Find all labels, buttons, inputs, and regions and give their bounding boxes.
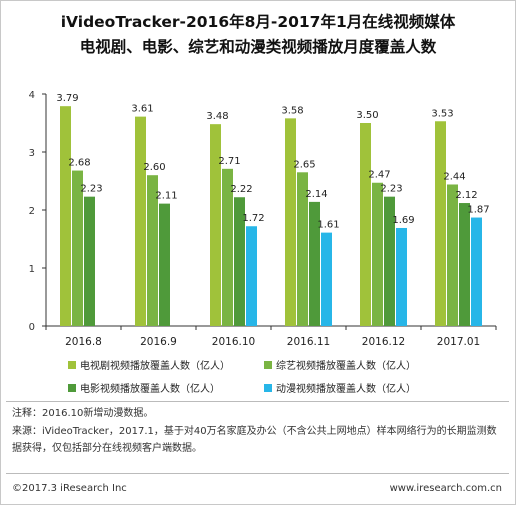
bar bbox=[360, 123, 371, 326]
bar bbox=[210, 124, 221, 326]
legend-swatch bbox=[264, 361, 272, 369]
chart-source: 来源：iVideoTracker，2017.1，基于对40万名家庭及办公（不含公… bbox=[12, 426, 497, 454]
website-text: www.iresearch.com.cn bbox=[389, 483, 502, 494]
data-label: 3.50 bbox=[356, 110, 378, 121]
bar bbox=[60, 106, 71, 327]
bar bbox=[459, 203, 470, 326]
legend-label: 综艺视频播放覆盖人数（亿人） bbox=[276, 359, 416, 372]
bar bbox=[435, 121, 446, 326]
chart-title: iVideoTracker-2016年8月-2017年1月在线视频媒体 bbox=[60, 13, 456, 31]
x-tick-label: 2016.8 bbox=[65, 336, 102, 348]
data-label: 2.22 bbox=[230, 184, 252, 195]
footer-divider bbox=[6, 473, 509, 474]
y-tick-label: 0 bbox=[29, 322, 35, 333]
x-tick-label: 2016.12 bbox=[362, 336, 405, 348]
data-label: 1.61 bbox=[317, 220, 339, 231]
data-label: 1.69 bbox=[392, 215, 414, 226]
bar bbox=[285, 118, 296, 326]
data-label: 2.14 bbox=[305, 189, 327, 200]
bar bbox=[147, 175, 158, 326]
legend-swatch bbox=[68, 384, 76, 392]
data-label: 2.65 bbox=[293, 159, 315, 170]
legend-label: 电影视频播放覆盖人数（亿人） bbox=[80, 382, 220, 395]
data-label: 3.53 bbox=[431, 108, 453, 119]
data-label: 2.71 bbox=[218, 156, 240, 167]
bar bbox=[309, 201, 320, 326]
bar bbox=[297, 172, 308, 326]
bar bbox=[471, 217, 482, 326]
data-label: 1.87 bbox=[467, 205, 489, 216]
data-label: 2.11 bbox=[155, 191, 177, 202]
y-tick-label: 2 bbox=[29, 206, 35, 217]
data-label: 2.23 bbox=[380, 184, 402, 195]
y-tick-label: 4 bbox=[29, 90, 35, 101]
data-label: 2.44 bbox=[443, 171, 465, 182]
y-tick-label: 1 bbox=[29, 264, 35, 275]
data-label: 2.47 bbox=[368, 170, 390, 181]
legend-label: 电视剧视频播放覆盖人数（亿人） bbox=[80, 359, 230, 372]
bar bbox=[447, 184, 458, 326]
bar bbox=[396, 227, 407, 326]
data-label: 2.23 bbox=[80, 184, 102, 195]
bar bbox=[384, 196, 395, 326]
legend-swatch bbox=[68, 361, 76, 369]
x-tick-label: 2016.11 bbox=[287, 336, 330, 348]
data-label: 3.48 bbox=[206, 111, 228, 122]
legend-swatch bbox=[264, 384, 272, 392]
bar bbox=[135, 116, 146, 327]
data-label: 2.60 bbox=[143, 162, 165, 173]
chart-subtitle: 电视剧、电影、综艺和动漫类视频播放月度覆盖人数 bbox=[79, 38, 437, 56]
data-label: 2.68 bbox=[68, 158, 90, 169]
chart-note: 注释：2016.10新增动漫数据。 bbox=[12, 408, 154, 419]
legend-label: 动漫视频播放覆盖人数（亿人） bbox=[276, 382, 416, 395]
bar bbox=[321, 232, 332, 326]
x-tick-label: 2016.10 bbox=[212, 336, 255, 348]
x-tick-label: 2016.9 bbox=[140, 336, 177, 348]
bar bbox=[72, 170, 83, 326]
y-tick-label: 3 bbox=[29, 148, 35, 159]
bar bbox=[372, 182, 383, 326]
data-label: 3.79 bbox=[56, 93, 78, 104]
data-label: 1.72 bbox=[242, 213, 264, 224]
notes-divider bbox=[6, 401, 509, 402]
bar bbox=[84, 196, 95, 326]
x-tick-label: 2017.01 bbox=[437, 336, 480, 348]
bar bbox=[222, 168, 233, 326]
data-label: 3.61 bbox=[131, 104, 153, 115]
data-label: 2.12 bbox=[455, 190, 477, 201]
bar bbox=[246, 226, 257, 326]
copyright-text: ©2017.3 iResearch Inc bbox=[12, 483, 127, 494]
bar bbox=[159, 203, 170, 326]
data-label: 3.58 bbox=[281, 105, 303, 116]
bar bbox=[234, 197, 245, 326]
